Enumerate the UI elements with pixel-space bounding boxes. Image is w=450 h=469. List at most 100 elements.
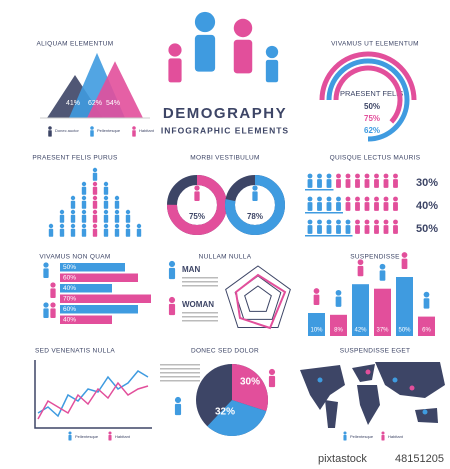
person-head: [317, 196, 322, 202]
person-body: [381, 434, 385, 441]
value-label: 70%: [63, 296, 76, 303]
continent: [375, 362, 445, 398]
person-body: [103, 186, 109, 195]
value-label: 50%: [364, 102, 380, 111]
person-head: [174, 396, 182, 404]
person-head: [401, 252, 408, 258]
person-body: [81, 186, 87, 195]
person-body: [70, 228, 76, 237]
person-head: [383, 196, 389, 202]
person-body: [379, 270, 386, 281]
person-head: [168, 43, 182, 57]
footer-bar: [0, 446, 450, 469]
person-body: [174, 403, 182, 416]
person-head: [81, 195, 87, 201]
person-body: [307, 202, 313, 211]
person-head: [317, 219, 322, 225]
row-mark: [305, 235, 353, 237]
person-head: [265, 45, 279, 59]
person-head: [307, 173, 313, 179]
bar: [60, 294, 151, 303]
person-body: [345, 225, 351, 234]
legend-label: Donec auctor: [55, 128, 79, 133]
panel-title: MORBI VESTIBULUM: [190, 155, 259, 162]
axis: [34, 360, 152, 429]
person-body: [401, 258, 408, 270]
person-body: [313, 294, 320, 306]
person-head: [381, 431, 385, 435]
person-body: [81, 214, 87, 223]
person-head: [364, 219, 370, 225]
person-head: [268, 368, 276, 376]
person-body: [43, 268, 49, 278]
person-body: [265, 59, 279, 83]
person-body: [326, 202, 332, 211]
text-line: [160, 368, 200, 370]
person-head: [364, 173, 370, 179]
person-head: [70, 195, 76, 201]
person-head: [307, 219, 313, 225]
value-label: 60%: [63, 275, 76, 282]
line: [37, 381, 149, 420]
person-head: [374, 196, 379, 202]
person-head: [168, 296, 176, 304]
person-body: [326, 225, 332, 234]
person-head: [136, 223, 142, 229]
person-head: [307, 196, 313, 202]
person-body: [307, 225, 313, 234]
person-head: [43, 262, 49, 268]
footer-id: 48151205: [395, 453, 444, 465]
person-head: [335, 289, 342, 296]
person-head: [92, 167, 98, 173]
text-line: [182, 316, 218, 318]
person-body: [374, 179, 379, 188]
value-label: 40%: [63, 317, 76, 324]
person-body: [136, 228, 142, 237]
person-head: [379, 263, 386, 270]
person-body: [317, 179, 322, 188]
person-body: [364, 225, 370, 234]
text-line: [160, 364, 200, 366]
value-label: 30%: [240, 377, 260, 388]
person-head: [345, 173, 351, 179]
main-subtitle: INFOGRAPHIC ELEMENTS: [161, 125, 289, 135]
panel-title: QUISQUE LECTUS MAURIS: [330, 155, 421, 162]
person-body: [90, 130, 94, 137]
person-head: [374, 173, 379, 179]
value-label: 75%: [364, 114, 380, 123]
person-body: [194, 34, 216, 72]
value-label: 40%: [416, 200, 438, 212]
bar: [60, 315, 112, 324]
person-head: [114, 223, 120, 229]
person-body: [233, 39, 253, 74]
person-body: [59, 228, 65, 237]
bar: [418, 316, 435, 336]
person-body: [336, 179, 341, 188]
person-head: [336, 219, 341, 225]
person-body: [59, 214, 65, 223]
radar-ring: [244, 285, 272, 312]
continent: [300, 365, 345, 410]
person-body: [383, 225, 389, 234]
person-head: [68, 431, 72, 435]
radar-area: [234, 273, 287, 330]
legend-label: Pellentesque: [350, 434, 374, 439]
person-head: [393, 196, 398, 202]
person-head: [132, 126, 136, 130]
person-head: [50, 282, 56, 288]
person-head: [423, 291, 430, 298]
person-head: [194, 11, 216, 33]
person-head: [355, 196, 360, 202]
person-head: [393, 219, 398, 225]
person-head: [313, 288, 320, 294]
line: [37, 370, 149, 418]
panel-title: SUSPENDISSE: [350, 254, 400, 261]
continent: [352, 364, 375, 382]
person-body: [335, 296, 342, 307]
person-body: [114, 200, 120, 209]
legend-label: Habitant: [139, 128, 155, 133]
continent: [325, 400, 338, 428]
person-head: [92, 209, 98, 215]
bar: [308, 313, 325, 336]
